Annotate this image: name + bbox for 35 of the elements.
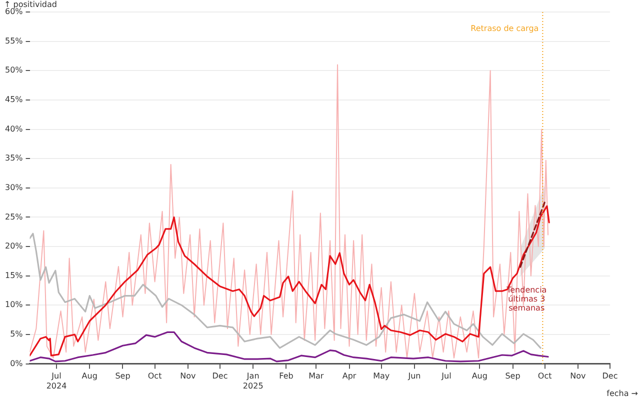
x-tick-label: Aug — [82, 372, 98, 381]
x-tick-label: Dec — [212, 372, 228, 381]
x-tick-label: Jan 2025 — [242, 372, 264, 390]
y-tick-label: 25% — [5, 212, 24, 222]
x-tick-label: Apr — [342, 372, 357, 381]
y-tick-label: 0% — [10, 358, 24, 368]
ref-line-label: Retraso de carga — [470, 24, 539, 34]
y-tick-label: 60% — [5, 7, 24, 16]
x-tick-label: Jul 2024 — [46, 372, 67, 390]
x-tick-label: Nov — [570, 372, 586, 381]
x-tick-label: Oct — [148, 372, 162, 381]
y-axis-title: ↑ positividad — [4, 0, 57, 10]
annotation: Tendencia últimas 3 semanas — [506, 285, 547, 312]
y-tick-label: 45% — [5, 95, 24, 104]
y-tick-label: 15% — [5, 270, 24, 280]
y-tick-label: 55% — [5, 36, 24, 46]
x-tick-label: Oct — [538, 372, 552, 381]
x-tick-label: Nov — [180, 372, 196, 381]
x-tick-label: Dec — [602, 372, 618, 381]
y-tick-label: 10% — [5, 300, 24, 310]
x-tick-label: Jul — [440, 372, 452, 381]
y-tick-label: 40% — [5, 124, 24, 134]
y-tick-label: 30% — [5, 182, 24, 192]
y-tick-label: 5% — [10, 330, 24, 339]
x-tick-label: May — [373, 372, 390, 381]
x-tick-label: Sep — [115, 372, 130, 381]
x-tick-label: Feb — [279, 372, 294, 381]
x-tick-label: Mar — [308, 372, 324, 381]
x-tick-label: Sep — [505, 372, 520, 381]
x-tick-label: Aug — [472, 372, 488, 381]
y-tick-label: 35% — [5, 154, 24, 163]
x-tick-label: Jun — [407, 372, 421, 381]
y-tick-label: 20% — [5, 242, 24, 251]
x-axis-title: fecha → — [606, 389, 638, 398]
y-tick-label: 50% — [5, 66, 24, 75]
